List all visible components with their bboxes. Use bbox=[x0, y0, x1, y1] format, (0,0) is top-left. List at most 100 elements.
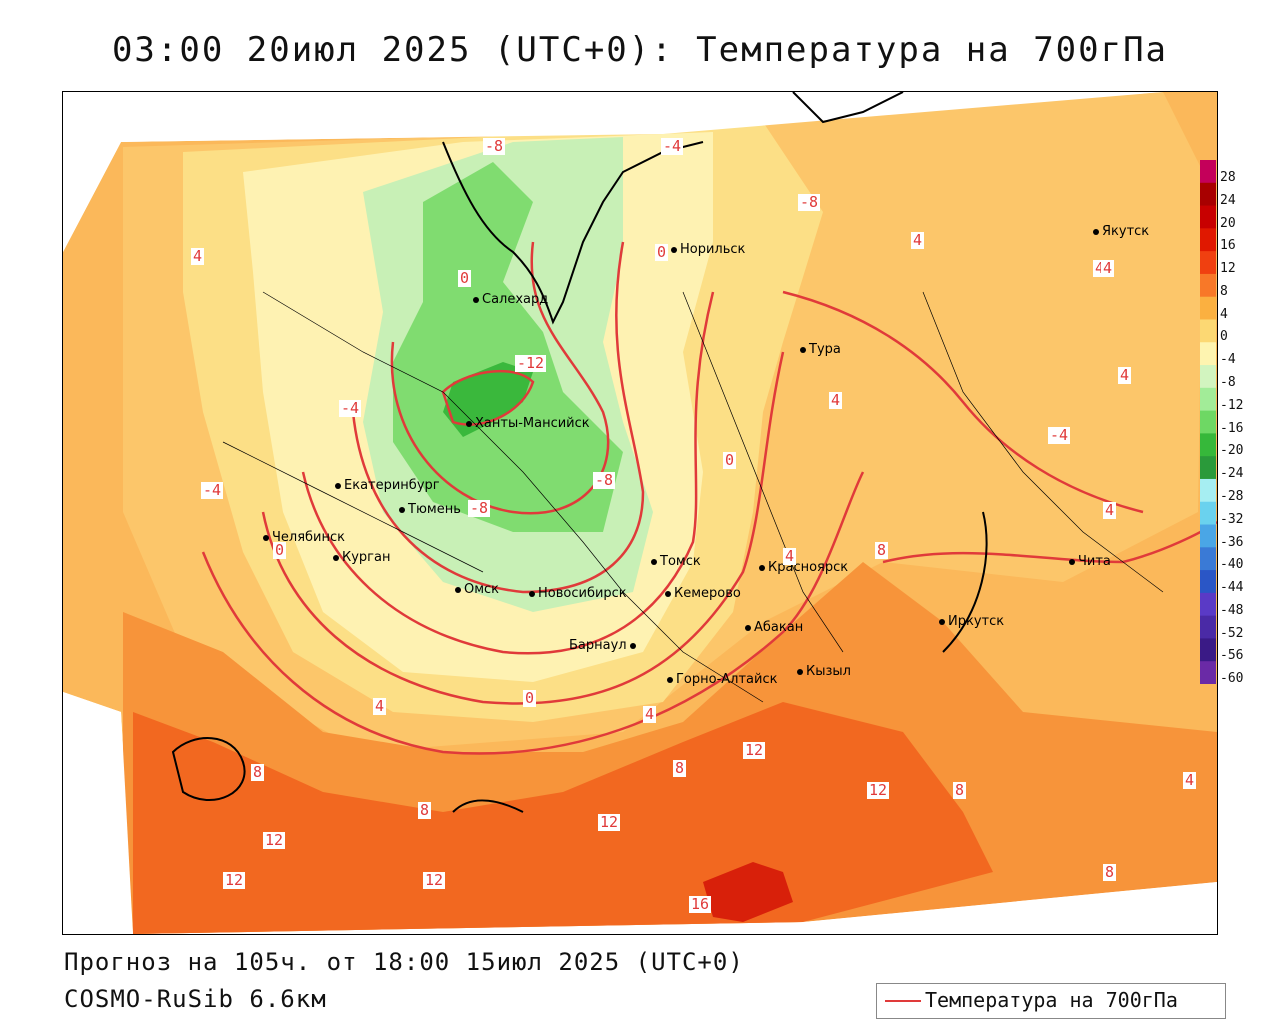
colorbar-swatch bbox=[1200, 501, 1216, 526]
colorbar-tick: -16 bbox=[1220, 420, 1244, 436]
city-khanty-mansiysk: Ханты-Мансийск bbox=[466, 416, 590, 431]
contour-label: 12 bbox=[263, 831, 286, 849]
colorbar-tick: -28 bbox=[1220, 488, 1244, 504]
contour-label: 4 bbox=[373, 697, 387, 715]
contour-label: 0 bbox=[523, 689, 537, 707]
colorbar-swatch bbox=[1200, 342, 1216, 366]
colorbar-swatch bbox=[1200, 615, 1216, 639]
contour-label: 4 bbox=[1103, 501, 1117, 519]
colorbar-tick: -12 bbox=[1220, 397, 1244, 413]
city-tomsk: Томск bbox=[651, 554, 701, 569]
contour-label: -4 bbox=[661, 137, 684, 155]
contour-label: 0 bbox=[273, 541, 287, 559]
colorbar-swatch bbox=[1200, 638, 1216, 662]
colorbar-tick: -60 bbox=[1220, 671, 1244, 687]
city-chelyabinsk: Челябинск bbox=[263, 530, 345, 545]
colorbar-swatch bbox=[1200, 478, 1216, 503]
contour-label: 4 bbox=[829, 391, 843, 409]
colorbar-swatch bbox=[1200, 524, 1216, 548]
contour-label: 4 bbox=[1101, 259, 1115, 277]
city-norilsk: Норильск bbox=[671, 242, 745, 257]
colorbar-tick: 16 bbox=[1220, 238, 1236, 254]
contour-label: 4 bbox=[643, 705, 657, 723]
contour-label: 0 bbox=[655, 243, 669, 261]
contour-label: -4 bbox=[339, 399, 362, 417]
map-panel: Якутск Норильск Салехард Тура Ханты-Манс… bbox=[62, 91, 1218, 935]
city-irkutsk: Иркутск bbox=[939, 614, 1004, 629]
coastlines bbox=[171, 92, 988, 813]
contour-label: 12 bbox=[867, 781, 890, 799]
city-novosibirsk: Новосибирск bbox=[529, 586, 627, 601]
colorbar-swatch bbox=[1200, 456, 1216, 480]
zone-red bbox=[703, 862, 793, 922]
colorbar-tick: 28 bbox=[1220, 170, 1236, 185]
city-yakutsk: Якутск bbox=[1093, 224, 1149, 239]
contour-label: 12 bbox=[423, 871, 446, 889]
legend-box: Температура на 700гПа bbox=[876, 983, 1226, 1019]
colorbar-tick: -32 bbox=[1220, 511, 1244, 527]
city-kemerovo: Кемерово bbox=[665, 586, 741, 601]
contour-label: -8 bbox=[468, 499, 491, 517]
city-barnaul: Барнаул bbox=[569, 638, 636, 653]
contour-label: -8 bbox=[798, 193, 821, 211]
contour-label: 4 bbox=[1118, 366, 1132, 384]
colorbar-swatch bbox=[1200, 273, 1216, 298]
colorbar-swatch bbox=[1200, 319, 1216, 343]
colorbar-tick: -20 bbox=[1220, 443, 1244, 459]
temperature-map bbox=[63, 92, 1217, 934]
colorbar-swatch bbox=[1200, 205, 1216, 229]
city-chita: Чита bbox=[1069, 554, 1111, 569]
city-tura: Тура bbox=[800, 342, 841, 357]
colorbar-tick: 12 bbox=[1220, 261, 1236, 277]
contour-label: 4 bbox=[783, 547, 797, 565]
colorbar-tick: -44 bbox=[1220, 580, 1244, 596]
colorbar-tick: -40 bbox=[1220, 557, 1244, 573]
colorbar-swatch bbox=[1200, 410, 1216, 434]
contour-label: 8 bbox=[875, 541, 889, 559]
colorbar-swatch bbox=[1200, 570, 1216, 594]
borders bbox=[222, 291, 1164, 703]
contour-label: 8 bbox=[673, 759, 687, 777]
contour-label: 16 bbox=[689, 895, 712, 913]
colorbar-swatch bbox=[1200, 433, 1216, 457]
contour-label: 8 bbox=[418, 801, 432, 819]
city-kurgan: Курган bbox=[333, 550, 390, 565]
colorbar-tick: -24 bbox=[1220, 466, 1244, 482]
legend-label: Температура на 700гПа bbox=[925, 988, 1178, 1012]
contour-label: 8 bbox=[1103, 863, 1117, 881]
city-abakan: Абакан bbox=[745, 620, 803, 635]
colorbar-tick: 24 bbox=[1220, 192, 1236, 208]
contour-label: 12 bbox=[223, 871, 246, 889]
colorbar-swatch bbox=[1200, 387, 1216, 412]
zone-dark-green bbox=[443, 362, 533, 437]
contour-label: 4 bbox=[191, 247, 205, 265]
colorbar bbox=[1200, 160, 1216, 684]
city-kyzyl: Кызыл bbox=[797, 664, 851, 679]
contour-label: 4 bbox=[1183, 771, 1197, 789]
city-omsk: Омск bbox=[455, 582, 499, 597]
contour-label: 4 bbox=[911, 231, 925, 249]
colorbar-tick: 8 bbox=[1220, 283, 1228, 299]
legend-line bbox=[885, 1000, 921, 1002]
contour-label: 12 bbox=[598, 813, 621, 831]
city-krasnoyarsk: Красноярск bbox=[759, 560, 848, 575]
colorbar-tick: 4 bbox=[1220, 306, 1228, 322]
city-ekaterinburg: Екатеринбург bbox=[335, 478, 440, 493]
contour-label: 0 bbox=[723, 451, 737, 469]
colorbar-swatch bbox=[1200, 182, 1216, 207]
city-salekhard: Салехард bbox=[473, 292, 548, 307]
colorbar-swatch bbox=[1200, 228, 1216, 252]
city-gorno-altaysk: Горно-Алтайск bbox=[667, 672, 777, 687]
contour-label: 12 bbox=[743, 741, 766, 759]
city-tyumen: Тюмень bbox=[399, 502, 461, 517]
colorbar-swatch bbox=[1200, 661, 1216, 684]
outside-bottom bbox=[803, 882, 1217, 934]
colorbar-swatch bbox=[1200, 592, 1216, 617]
contour-label: -12 bbox=[515, 354, 547, 372]
contour-label: 0 bbox=[458, 269, 472, 287]
colorbar-tick: -36 bbox=[1220, 534, 1244, 550]
colorbar-tick: 20 bbox=[1220, 215, 1236, 231]
colorbar-swatch bbox=[1200, 160, 1216, 184]
colorbar-tick: -56 bbox=[1220, 648, 1244, 664]
outside-top bbox=[63, 92, 1163, 252]
